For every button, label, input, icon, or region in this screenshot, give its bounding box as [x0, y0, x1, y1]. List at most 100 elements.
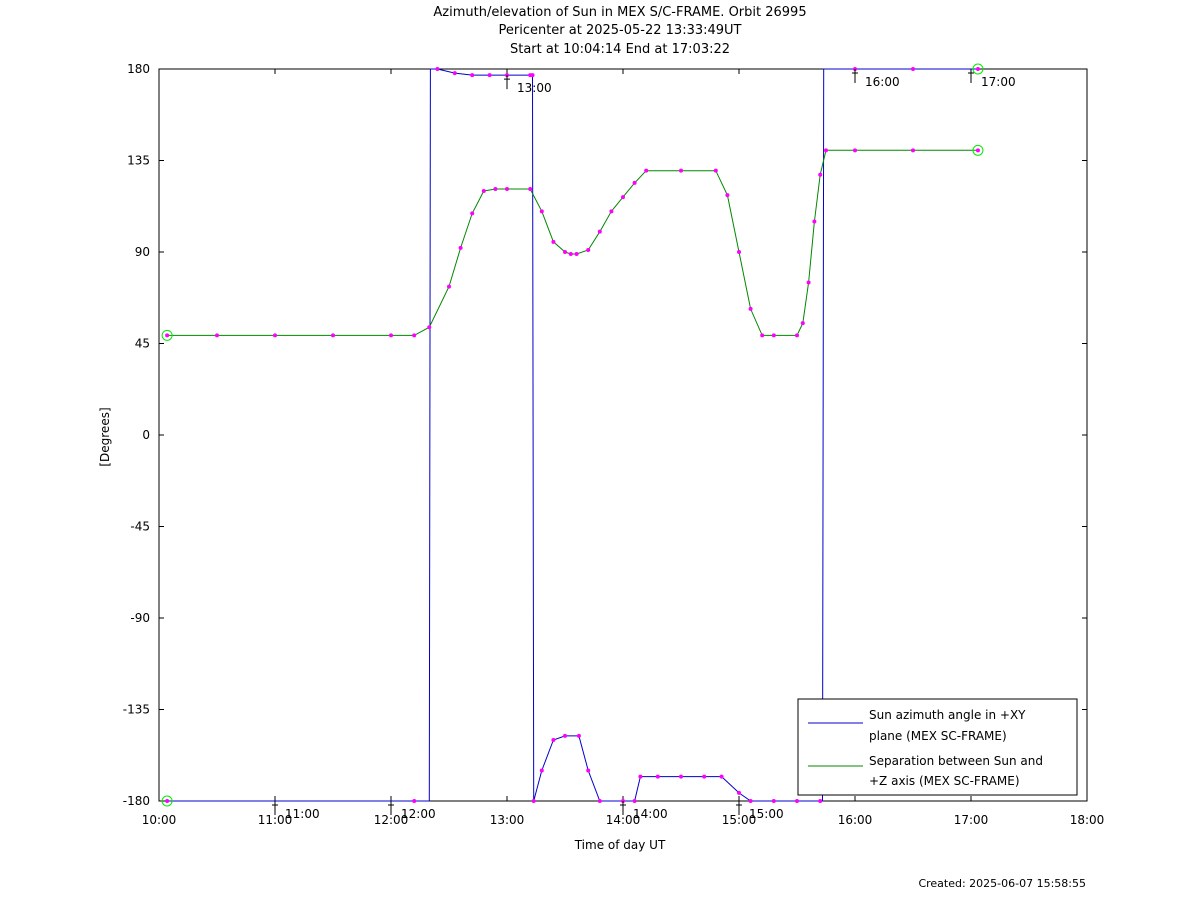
- data-point-marker: [911, 148, 915, 153]
- data-point-marker: [528, 186, 533, 191]
- data-point-marker: [331, 333, 335, 338]
- data-point-marker: [505, 186, 509, 191]
- data-point-marker: [975, 67, 980, 71]
- x-tick-label: 17:00: [954, 813, 989, 827]
- y-tick-label: -180: [123, 794, 150, 808]
- x-tick-label: 15:00: [722, 813, 757, 827]
- data-point-marker: [824, 148, 828, 153]
- data-point-marker: [800, 321, 805, 326]
- data-point-marker: [470, 73, 475, 78]
- data-point-marker: [771, 333, 776, 338]
- data-point-marker: [531, 799, 536, 803]
- legend-label-separation-line-2: +Z axis (MEX SC-FRAME): [869, 774, 1020, 788]
- data-point-marker: [576, 733, 581, 738]
- data-point-marker: [702, 774, 707, 779]
- data-point-marker: [638, 774, 643, 779]
- data-point-marker: [644, 168, 649, 173]
- data-point-marker: [435, 67, 440, 71]
- data-point-marker: [568, 252, 573, 257]
- data-point-marker: [795, 333, 799, 338]
- data-point-marker: [812, 219, 817, 224]
- legend-box: [797, 698, 1078, 796]
- y-tick-label: -90: [130, 611, 150, 625]
- data-point-marker: [470, 211, 475, 216]
- data-point-marker: [597, 799, 602, 803]
- x-tick-label: 18:00: [1070, 813, 1105, 827]
- data-point-marker: [853, 148, 857, 153]
- data-point-marker: [597, 229, 602, 234]
- y-tick-label: 45: [135, 337, 150, 351]
- data-point-marker: [493, 186, 498, 191]
- orbit-time-label: 14:00: [633, 807, 668, 821]
- endpoint-circle: [161, 795, 173, 807]
- y-axis-label: [Degrees]: [98, 407, 112, 466]
- data-point-marker: [412, 799, 417, 803]
- data-point-marker: [481, 189, 486, 193]
- orbit-time-label: 16:00: [865, 75, 900, 89]
- endpoint-circle: [972, 63, 984, 75]
- data-point-marker: [975, 148, 980, 153]
- data-point-marker: [748, 799, 753, 803]
- data-point-marker: [679, 774, 683, 779]
- data-point-marker: [725, 193, 730, 198]
- data-point-marker: [539, 209, 544, 214]
- markers-group: [161, 63, 984, 807]
- data-point-marker: [273, 333, 277, 338]
- series-line-1: [167, 149, 978, 336]
- x-tick-label: 14:00: [606, 813, 641, 827]
- orbit-time-label: 11:00: [285, 807, 320, 821]
- data-point-marker: [760, 333, 765, 338]
- data-point-marker: [574, 252, 579, 257]
- data-point-marker: [806, 280, 811, 285]
- y-tick-label: -135: [123, 703, 150, 717]
- data-point-marker: [719, 774, 724, 779]
- x-axis-label: Time of day UT: [574, 838, 666, 852]
- data-point-marker: [679, 168, 683, 173]
- data-point-marker: [748, 306, 753, 311]
- data-point-marker: [539, 768, 544, 773]
- legend: Sun azimuth angle in +XY plane (MEX SC-F…: [797, 698, 1078, 796]
- data-point-marker: [737, 250, 741, 254]
- data-point-marker: [563, 250, 567, 254]
- x-tick-label: 12:00: [374, 813, 409, 827]
- chart-title-line-3: Start at 10:04:14 End at 17:03:22: [509, 42, 731, 57]
- data-point-marker: [452, 71, 457, 76]
- orbit-time-label: 13:00: [517, 81, 552, 95]
- x-tick-label: 10:00: [142, 813, 177, 827]
- data-point-marker: [609, 209, 614, 214]
- orbit-time-label: 12:00: [401, 807, 436, 821]
- y-tick-label: -45: [130, 520, 150, 534]
- y-tick-label: 90: [135, 245, 150, 259]
- data-point-marker: [458, 245, 463, 250]
- chart-title-line-1: Azimuth/elevation of Sun in MEX S/C-FRAM…: [433, 5, 807, 20]
- data-point-marker: [215, 333, 219, 338]
- data-point-marker: [447, 284, 451, 289]
- data-point-marker: [818, 172, 823, 177]
- endpoint-circle: [972, 144, 984, 156]
- data-point-marker: [586, 768, 591, 773]
- data-point-marker: [911, 67, 915, 71]
- x-tick-label: 13:00: [490, 813, 525, 827]
- data-point-marker: [655, 774, 660, 779]
- series-line-0: [167, 68, 978, 802]
- axes-group: 10:00 11:00 12:00 13:00 14:00 15:00 16:00 17:00…: [123, 62, 1105, 827]
- series-group: [167, 68, 978, 802]
- legend-label-azimuth-line-1: Sun azimuth angle in +XY: [869, 708, 1026, 722]
- orbit-tick-labels: 11:00 12:00 13:00 14:00 15:00 16:00 17:00: [272, 69, 1016, 821]
- legend-label-azimuth-line-2: plane (MEX SC-FRAME): [869, 729, 1007, 743]
- chart-title-line-2: Pericenter at 2025-05-22 13:33:49UT: [498, 23, 742, 38]
- data-point-marker: [771, 799, 776, 803]
- data-point-marker: [389, 333, 393, 338]
- created-timestamp: Created: 2025-06-07 15:58:55: [918, 877, 1086, 890]
- data-point-marker: [530, 73, 535, 78]
- x-tick-label: 11:00: [258, 813, 293, 827]
- y-tick-label: 180: [127, 62, 150, 76]
- data-point-marker: [713, 168, 718, 173]
- orbit-time-label: 17:00: [981, 75, 1016, 89]
- y-tick-label: 135: [127, 154, 150, 168]
- data-point-marker: [737, 790, 741, 795]
- data-point-marker: [563, 733, 567, 738]
- data-point-marker: [795, 799, 799, 803]
- data-point-marker: [632, 799, 637, 803]
